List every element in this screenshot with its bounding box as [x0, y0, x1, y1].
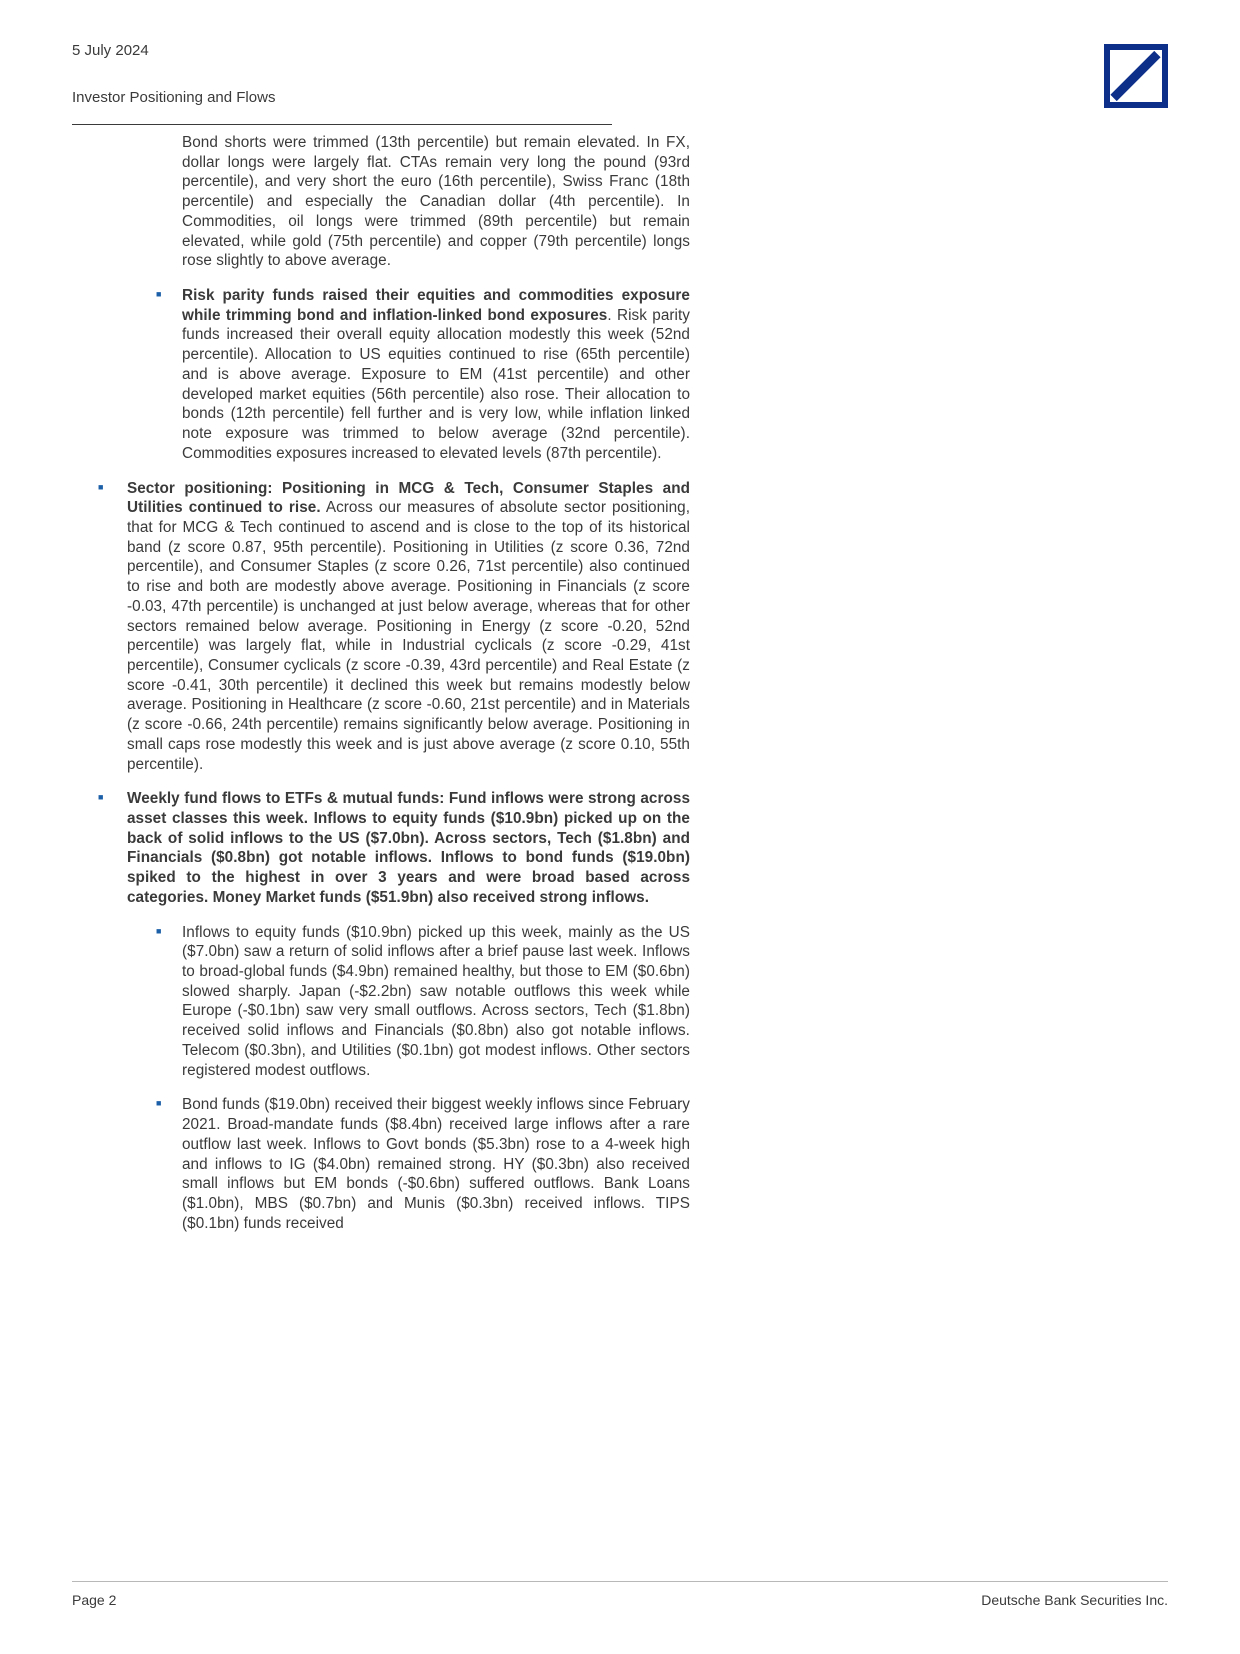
- level-2-list: Inflows to equity funds ($10.9bn) picked…: [182, 923, 690, 1234]
- list-item-text: Bond funds ($19.0bn) received their bigg…: [182, 1096, 690, 1231]
- level-2-list: Risk parity funds raised their equities …: [182, 286, 690, 463]
- list-item-bold: Weekly fund flows to ETFs & mutual funds…: [127, 790, 690, 906]
- list-item-text: . Risk parity funds increased their over…: [182, 307, 690, 462]
- page-footer: Page 2 Deutsche Bank Securities Inc.: [72, 1581, 1168, 1608]
- level-1-list: Sector positioning: Positioning in MCG &…: [182, 479, 690, 1234]
- list-item: Inflows to equity funds ($10.9bn) picked…: [182, 923, 690, 1081]
- list-item: Weekly fund flows to ETFs & mutual funds…: [127, 789, 690, 1233]
- list-item: Bond funds ($19.0bn) received their bigg…: [182, 1095, 690, 1233]
- footer-rule: [72, 1581, 1168, 1582]
- list-item: Risk parity funds raised their equities …: [182, 286, 690, 463]
- document-title: Investor Positioning and Flows: [72, 89, 1168, 106]
- document-date: 5 July 2024: [72, 42, 1168, 59]
- db-logo: [1104, 44, 1168, 108]
- footer-entity: Deutsche Bank Securities Inc.: [981, 1592, 1168, 1608]
- list-item: Sector positioning: Positioning in MCG &…: [127, 479, 690, 775]
- body-content: Bond shorts were trimmed (13th percentil…: [182, 133, 690, 1233]
- page-number: Page 2: [72, 1592, 116, 1608]
- list-item-text: Across our measures of absolute sector p…: [127, 499, 690, 772]
- intro-paragraph: Bond shorts were trimmed (13th percentil…: [182, 133, 690, 271]
- list-item-text: Inflows to equity funds ($10.9bn) picked…: [182, 924, 690, 1079]
- header-rule: [72, 124, 612, 125]
